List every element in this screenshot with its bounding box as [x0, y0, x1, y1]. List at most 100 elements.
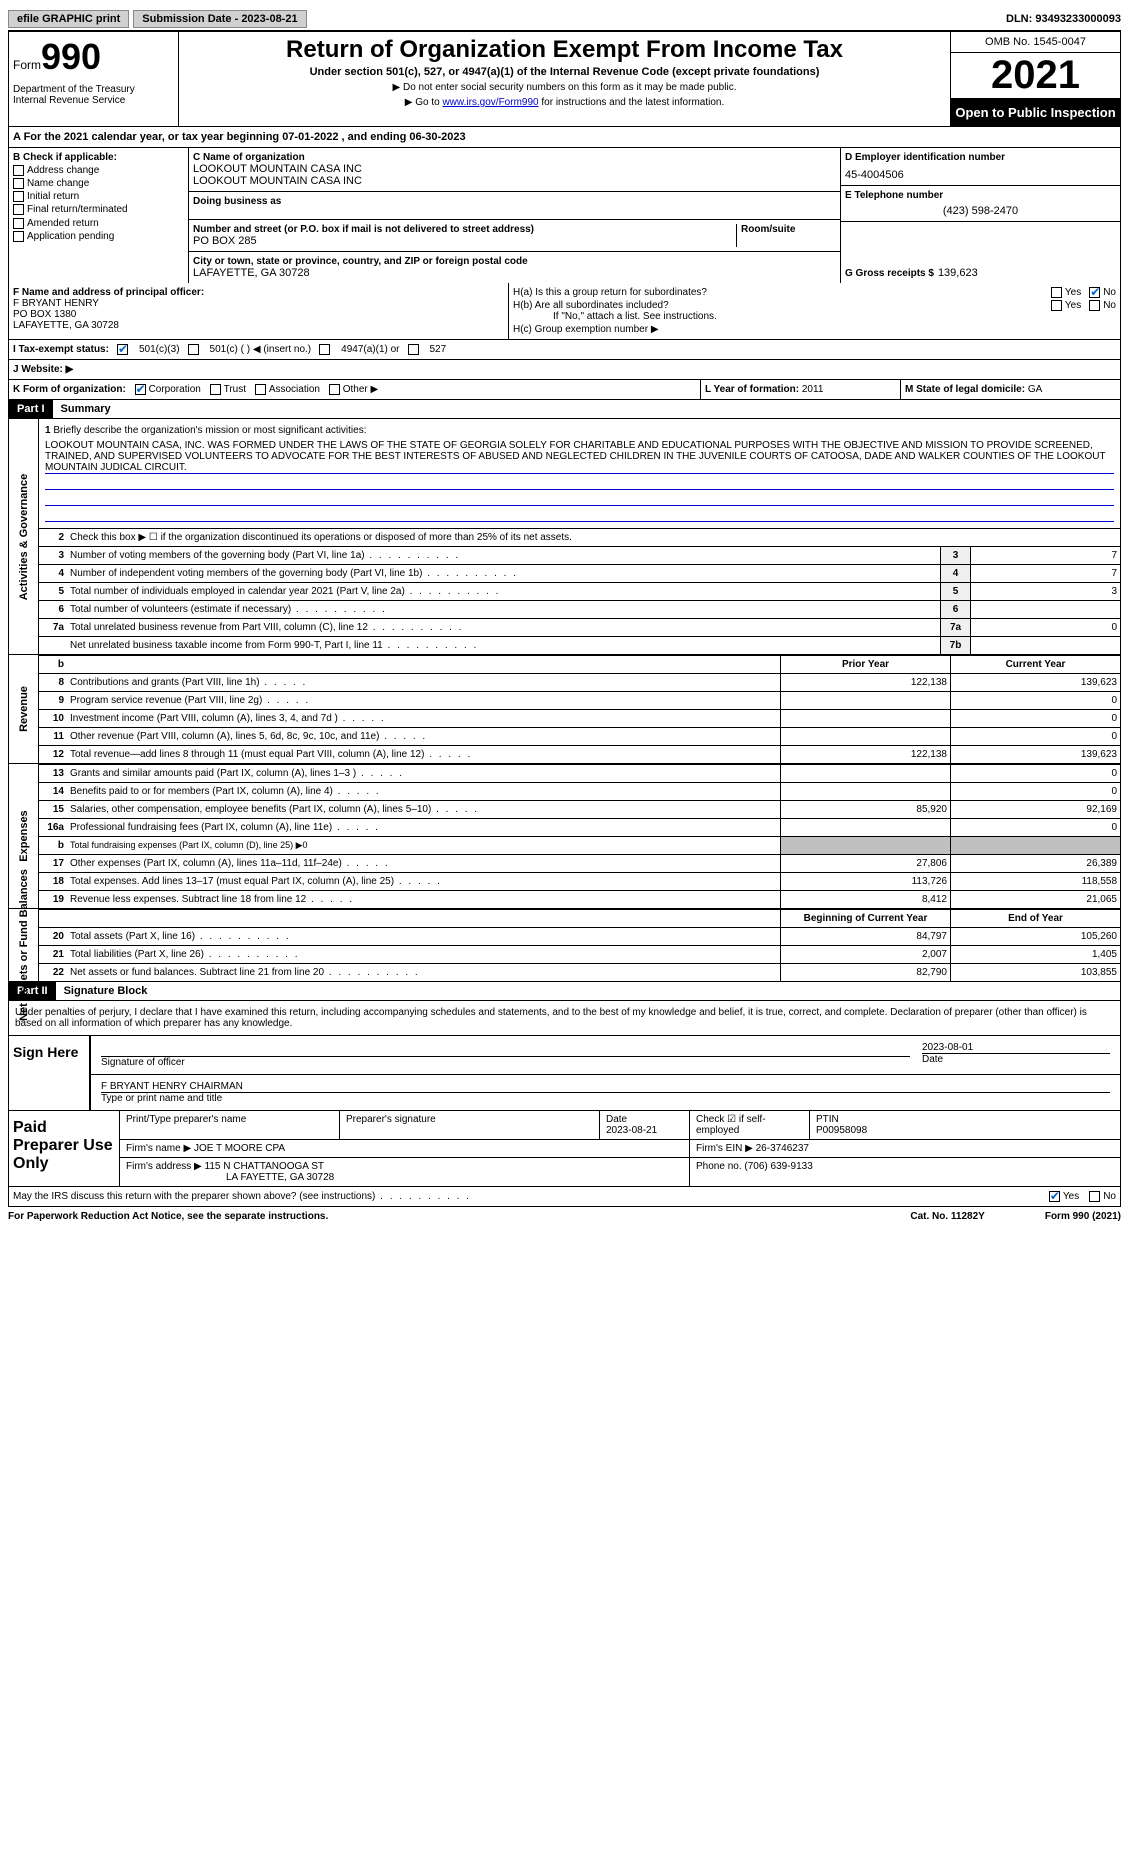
ha-yes-chk[interactable] — [1051, 287, 1062, 298]
revenue-line: 10Investment income (Part VIII, column (… — [39, 709, 1120, 727]
expenses-section: Expenses 13Grants and similar amounts pa… — [8, 764, 1121, 909]
ha-no-chk[interactable] — [1089, 287, 1100, 298]
side-gov-label: Activities & Governance — [18, 473, 30, 600]
open-inspection: Open to Public Inspection — [951, 99, 1120, 126]
revenue-line: 9Program service revenue (Part VIII, lin… — [39, 691, 1120, 709]
col-b: b — [39, 656, 67, 673]
begin-year-hdr: Beginning of Current Year — [780, 910, 950, 927]
form-header: Form990 Department of the Treasury Inter… — [8, 31, 1121, 127]
form-subtitle: Under section 501(c), 527, or 4947(a)(1)… — [183, 66, 946, 78]
state-domicile-value: GA — [1028, 384, 1042, 395]
ein-label: D Employer identification number — [845, 152, 1116, 163]
discuss-question: May the IRS discuss this return with the… — [13, 1191, 1049, 1202]
mission-text: LOOKOUT MOUNTAIN CASA, INC. WAS FORMED U… — [45, 440, 1114, 474]
room-label: Room/suite — [741, 224, 836, 235]
org-name-1: LOOKOUT MOUNTAIN CASA INC — [193, 163, 836, 175]
form-org-label: K Form of organization: — [13, 384, 126, 395]
chk-other[interactable] — [329, 384, 340, 395]
firm-phone-label: Phone no. — [696, 1161, 742, 1172]
expense-line: 19Revenue less expenses. Subtract line 1… — [39, 890, 1120, 908]
gov-line: 4Number of independent voting members of… — [39, 564, 1120, 582]
chk-4947[interactable] — [319, 344, 330, 355]
chk-application-pending[interactable]: Application pending — [13, 231, 184, 242]
mission-label: Briefly describe the organization's miss… — [53, 425, 366, 436]
line-1-num: 1 — [45, 425, 51, 436]
gov-line: 5Total number of individuals employed in… — [39, 582, 1120, 600]
chk-initial-return[interactable]: Initial return — [13, 191, 184, 202]
row-i: I Tax-exempt status: 501(c)(3) 501(c) ( … — [8, 340, 1121, 360]
chk-assoc[interactable] — [255, 384, 266, 395]
revenue-line: 8Contributions and grants (Part VIII, li… — [39, 673, 1120, 691]
discuss-no-chk[interactable] — [1089, 1191, 1100, 1202]
prep-date-label: Date — [606, 1114, 627, 1125]
chk-501c3[interactable] — [117, 344, 128, 355]
footer: For Paperwork Reduction Act Notice, see … — [8, 1207, 1121, 1226]
state-domicile-label: M State of legal domicile: — [905, 384, 1025, 395]
pra-notice: For Paperwork Reduction Act Notice, see … — [8, 1211, 910, 1222]
hb-no-chk[interactable] — [1089, 300, 1100, 311]
expense-line: bTotal fundraising expenses (Part IX, co… — [39, 836, 1120, 854]
chk-address-change[interactable]: Address change — [13, 165, 184, 176]
row-a-tax-year: A For the 2021 calendar year, or tax yea… — [8, 127, 1121, 148]
firm-ein-value: 26-3746237 — [756, 1143, 809, 1154]
ssn-note: ▶ Do not enter social security numbers o… — [183, 82, 946, 93]
chk-501c[interactable] — [188, 344, 199, 355]
officer-addr1: PO BOX 1380 — [13, 309, 504, 320]
officer-label: F Name and address of principal officer: — [13, 287, 504, 298]
expense-line: 17Other expenses (Part IX, column (A), l… — [39, 854, 1120, 872]
firm-name-label: Firm's name ▶ — [126, 1143, 191, 1154]
goto-note: ▶ Go to www.irs.gov/Form990 for instruct… — [183, 97, 946, 108]
chk-final-return[interactable]: Final return/terminated — [13, 204, 184, 215]
firm-addr2: LA FAYETTE, GA 30728 — [226, 1172, 334, 1183]
org-name-label: C Name of organization — [193, 152, 836, 163]
h-c-label: H(c) Group exemption number ▶ — [513, 324, 1116, 335]
h-b-label: H(b) Are all subordinates included? — [513, 300, 1051, 311]
revenue-line: 11Other revenue (Part VIII, column (A), … — [39, 727, 1120, 745]
expense-line: 14Benefits paid to or for members (Part … — [39, 782, 1120, 800]
net-assets-section: Net Assets or Fund Balances Beginning of… — [8, 909, 1121, 982]
prep-date-value: 2023-08-21 — [606, 1125, 657, 1136]
info-grid: B Check if applicable: Address change Na… — [8, 148, 1121, 283]
firm-ein-label: Firm's EIN ▶ — [696, 1143, 753, 1154]
website-label: J Website: ▶ — [13, 364, 73, 375]
chk-527[interactable] — [408, 344, 419, 355]
expense-line: 16aProfessional fundraising fees (Part I… — [39, 818, 1120, 836]
hb-yes-chk[interactable] — [1051, 300, 1062, 311]
prep-sig-label: Preparer's signature — [340, 1111, 600, 1139]
omb-number: OMB No. 1545-0047 — [951, 32, 1120, 53]
activities-governance: Activities & Governance 1 Briefly descri… — [8, 419, 1121, 655]
discuss-row: May the IRS discuss this return with the… — [8, 1187, 1121, 1207]
submission-date-button[interactable]: Submission Date - 2023-08-21 — [133, 10, 306, 28]
ein-value: 45-4004506 — [845, 169, 1116, 181]
phone-label: E Telephone number — [845, 190, 1116, 201]
officer-addr2: LAFAYETTE, GA 30728 — [13, 320, 504, 331]
year-formation-label: L Year of formation: — [705, 384, 799, 395]
revenue-section: Revenue b Prior Year Current Year 8Contr… — [8, 655, 1121, 764]
top-toolbar: efile GRAPHIC print Submission Date - 20… — [8, 8, 1121, 31]
tax-status-label: I Tax-exempt status: — [13, 344, 109, 355]
prep-self-employed: Check ☑ if self-employed — [690, 1111, 810, 1139]
paid-preparer-label: Paid Preparer Use Only — [9, 1111, 119, 1186]
chk-corp[interactable] — [135, 384, 146, 395]
h-a-label: H(a) Is this a group return for subordin… — [513, 287, 1051, 298]
sign-here-block: Sign Here Signature of officer 2023-08-0… — [8, 1036, 1121, 1111]
discuss-yes-chk[interactable] — [1049, 1191, 1060, 1202]
cat-no: Cat. No. 11282Y — [910, 1211, 984, 1222]
org-name-2: LOOKOUT MOUNTAIN CASA INC — [193, 175, 836, 187]
ptin-value: P00958098 — [816, 1125, 867, 1136]
firm-phone-value: (706) 639-9133 — [744, 1161, 812, 1172]
efile-print-button[interactable]: efile GRAPHIC print — [8, 10, 129, 28]
perjury-statement: Under penalties of perjury, I declare th… — [8, 1001, 1121, 1036]
paid-preparer-block: Paid Preparer Use Only Print/Type prepar… — [8, 1111, 1121, 1187]
gov-line: Net unrelated business taxable income fr… — [39, 636, 1120, 654]
chk-amended-return[interactable]: Amended return — [13, 218, 184, 229]
gross-label: G Gross receipts $ — [845, 268, 934, 279]
irs-link[interactable]: www.irs.gov/Form990 — [442, 97, 538, 108]
form-title: Return of Organization Exempt From Incom… — [183, 36, 946, 64]
chk-name-change[interactable]: Name change — [13, 178, 184, 189]
chk-trust[interactable] — [210, 384, 221, 395]
side-net-label: Net Assets or Fund Balances — [18, 869, 30, 1021]
gov-line: 3Number of voting members of the governi… — [39, 546, 1120, 564]
addr-value: PO BOX 285 — [193, 235, 736, 247]
firm-name-value: JOE T MOORE CPA — [194, 1143, 285, 1154]
